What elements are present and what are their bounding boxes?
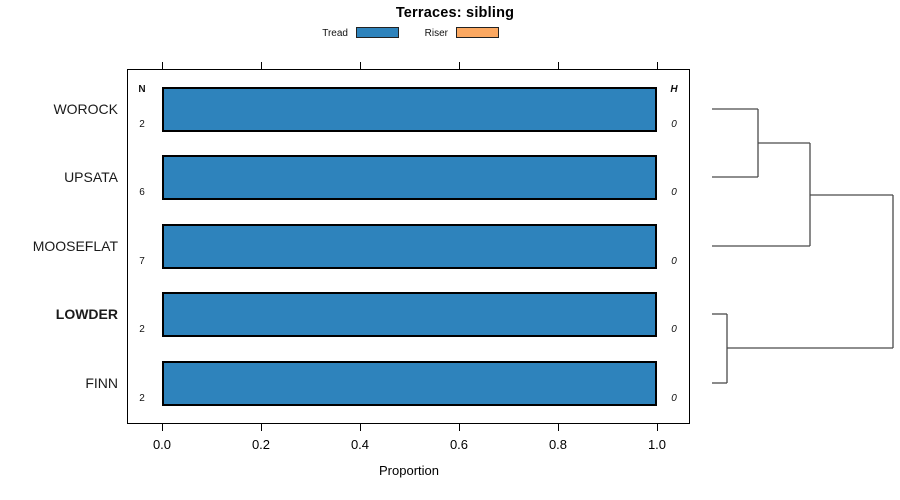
n-column-header: N (138, 84, 146, 95)
legend-label-tread: Tread (322, 28, 348, 39)
x-tick-bottom (162, 424, 163, 431)
category-label: LOWDER (55, 306, 118, 322)
n-value: 7 (139, 256, 145, 267)
x-tick-bottom (558, 424, 559, 431)
x-tick-top (558, 62, 559, 69)
h-column-header: H (670, 84, 678, 95)
x-tick-bottom (360, 424, 361, 431)
legend-swatch-riser (456, 27, 499, 38)
x-tick-label: 0.2 (251, 437, 271, 452)
category-label: UPSATA (64, 169, 118, 185)
n-value: 6 (139, 187, 145, 198)
x-tick-bottom (657, 424, 658, 431)
x-tick-label: 0.8 (548, 437, 568, 452)
bar-segment-tread (162, 361, 657, 406)
h-value: 0 (671, 393, 677, 404)
x-tick-label: 0.4 (350, 437, 370, 452)
plot-panel (127, 69, 690, 424)
x-tick-top (657, 62, 658, 69)
h-value: 0 (671, 256, 677, 267)
x-tick-top (459, 62, 460, 69)
bar-segment-tread (162, 87, 657, 132)
x-tick-top (360, 62, 361, 69)
category-label: WOROCK (53, 101, 118, 117)
n-value: 2 (139, 119, 145, 130)
x-tick-bottom (459, 424, 460, 431)
x-tick-top (162, 62, 163, 69)
legend-swatch-tread (356, 27, 399, 38)
bar-segment-tread (162, 155, 657, 200)
h-value: 0 (671, 187, 677, 198)
bar-segment-tread (162, 224, 657, 269)
x-tick-label: 0.6 (449, 437, 469, 452)
chart-title: Terraces: sibling (395, 5, 515, 21)
x-tick-bottom (261, 424, 262, 431)
x-tick-label: 0.0 (152, 437, 172, 452)
n-value: 2 (139, 393, 145, 404)
h-value: 0 (671, 119, 677, 130)
bar-segment-tread (162, 292, 657, 337)
x-tick-label: 1.0 (647, 437, 667, 452)
n-value: 2 (139, 324, 145, 335)
h-value: 0 (671, 324, 677, 335)
legend-label-riser: Riser (424, 28, 448, 39)
x-axis-label: Proportion (379, 463, 439, 478)
category-label: MOOSEFLAT (32, 238, 118, 254)
x-tick-top (261, 62, 262, 69)
category-label: FINN (85, 375, 118, 391)
